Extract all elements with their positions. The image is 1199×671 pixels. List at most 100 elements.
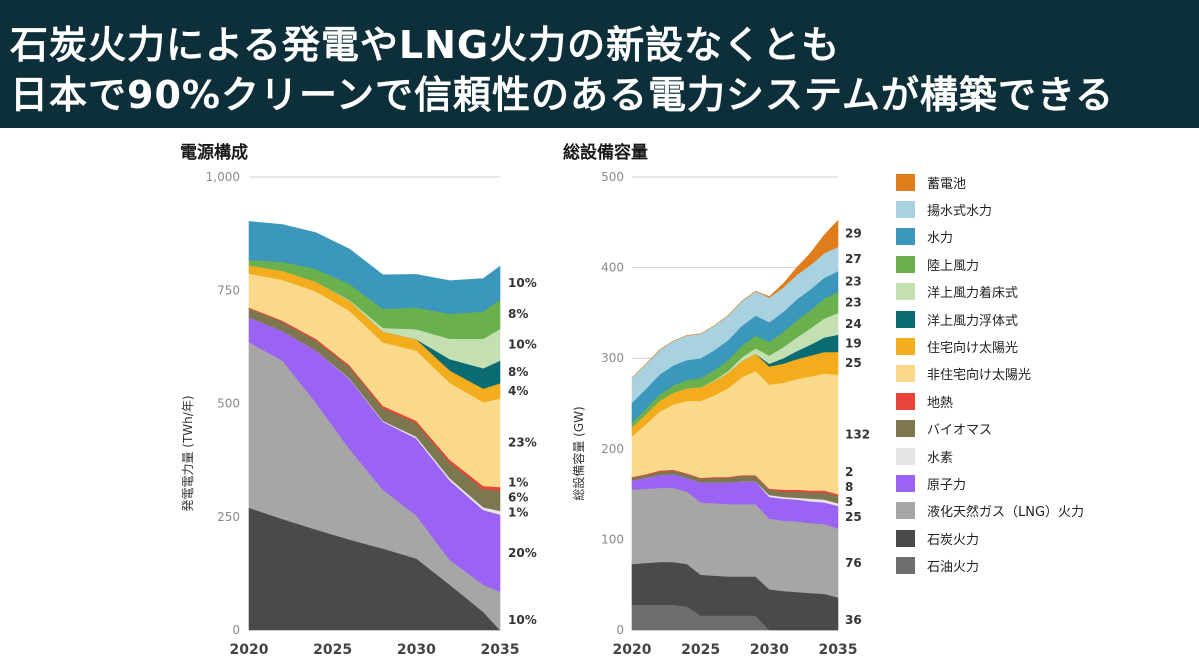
end-label-biomass: 8	[845, 480, 853, 494]
legend-label: 陸上風力	[927, 258, 980, 274]
end-label-battery: 29	[845, 227, 862, 241]
end-label-hydro: 23	[845, 275, 862, 289]
legend-label: 住宅向け太陽光	[927, 340, 1019, 356]
legend-item-offshore_fixed: 洋上風力着床式	[896, 282, 1018, 302]
legend-label: 揚水式水力	[927, 203, 993, 219]
legend-swatch	[896, 529, 915, 547]
end-label-hydrogen: 3	[845, 495, 853, 509]
end-label-offshore_fixed: 10%	[508, 338, 537, 352]
x-tick-label: 2035	[819, 642, 858, 658]
legend-label: 液化天然ガス（LNG）火力	[927, 505, 1085, 521]
legend-swatch	[896, 365, 915, 383]
legend-swatch	[896, 228, 915, 246]
end-label-hydro: 10%	[508, 276, 537, 290]
end-label-nuclear: 25	[845, 510, 862, 524]
legend-label: 蓄電池	[927, 176, 967, 192]
legend-item-hydro: 水力	[896, 227, 953, 247]
end-label-lng: 76	[845, 556, 862, 570]
y-tick-label: 400	[601, 261, 624, 275]
y-tick-label: 250	[217, 510, 240, 524]
end-label-offshore_fixed: 24	[845, 317, 862, 331]
y-tick-label: 1,000	[206, 170, 240, 184]
end-label-oil: 36	[845, 613, 862, 627]
end-label-pumped_hydro: 27	[845, 252, 862, 266]
legend-item-nuclear: 原子力	[896, 473, 966, 493]
chart-generation: 0 250 500 750 1,000 2020 2025 2030 2035 発電電力量 (TW…	[181, 170, 537, 658]
legend-label: 水素	[927, 450, 954, 466]
y-tick-label: 100	[601, 532, 624, 546]
legend-swatch	[896, 200, 915, 218]
end-label-offshore_floating: 8%	[508, 365, 528, 379]
x-tick-label: 2020	[613, 642, 652, 658]
y-tick-label: 500	[217, 397, 240, 411]
y-tick-label: 200	[601, 442, 624, 456]
legend-item-offshore_floating: 洋上風力浮体式	[896, 309, 1018, 329]
y-tick-label: 750	[217, 283, 240, 297]
end-label-nuclear: 20%	[508, 546, 537, 560]
legend-item-nonres_solar: 非住宅向け太陽光	[896, 364, 1031, 384]
legend-item-battery: 蓄電池	[896, 172, 966, 192]
legend-swatch	[896, 447, 915, 465]
legend-item-onshore_wind: 陸上風力	[896, 254, 979, 274]
legend-label: 洋上風力浮体式	[927, 313, 1019, 329]
y-tick-label: 500	[601, 170, 624, 184]
y-tick-label: 0	[232, 623, 240, 637]
legend-item-geothermal: 地熱	[896, 391, 953, 411]
y-axis-label: 発電電力量 (TWh/年)	[181, 395, 195, 511]
legend-swatch	[896, 255, 915, 273]
area-hydro	[248, 221, 501, 315]
chart-title-generation: 電源構成	[180, 143, 248, 163]
legend-item-lng: 液化天然ガス（LNG）火力	[896, 501, 1084, 521]
end-label-nonres_solar: 23%	[508, 436, 537, 450]
legend-label: 原子力	[927, 477, 967, 493]
legend-swatch	[896, 337, 915, 355]
header-banner: 石炭火力による発電やLNG火力の新設なくとも 日本で90%クリーンで信頼性のある…	[0, 0, 1199, 128]
legend-item-biomass: バイオマス	[896, 419, 992, 439]
legend-swatch	[896, 474, 915, 492]
y-tick-label: 300	[601, 351, 624, 365]
legend-swatch	[896, 392, 915, 410]
legend-label: 非住宅向け太陽光	[927, 368, 1032, 384]
legend-item-coal: 石炭火力	[896, 528, 979, 548]
x-tick-label: 2025	[681, 642, 720, 658]
legend-swatch	[896, 283, 915, 301]
legend-swatch	[896, 557, 915, 575]
end-label-res_solar: 25	[845, 356, 862, 370]
legend-item-oil: 石油火力	[896, 556, 979, 576]
legend-label: 水力	[927, 231, 954, 247]
end-label-hydrogen: 1%	[508, 506, 528, 520]
legend-label: バイオマス	[927, 423, 993, 439]
chart-capacity: 0 100 200 300 400 500 2020 2025 2030 2035 総設備容量 (G…	[571, 170, 870, 658]
legend-item-pumped_hydro: 揚水式水力	[896, 199, 992, 219]
x-tick-label: 2030	[397, 642, 436, 658]
y-tick-label: 0	[616, 623, 624, 637]
legend-item-hydrogen: 水素	[896, 446, 953, 466]
chart-title-capacity: 総設備容量	[563, 143, 648, 163]
legend-swatch	[896, 173, 915, 191]
x-tick-label: 2030	[750, 642, 789, 658]
headline-line-2: 日本で90%クリーンで信頼性のある電力システムが構築できる	[10, 73, 1115, 117]
x-tick-label: 2020	[230, 642, 269, 658]
end-label-onshore_wind: 8%	[508, 307, 528, 321]
end-label-biomass: 6%	[508, 491, 528, 505]
legend-label: 石炭火力	[927, 532, 980, 548]
end-label-nonres_solar: 132	[845, 427, 870, 441]
end-label-geothermal: 2	[845, 465, 853, 479]
end-label-onshore_wind: 23	[845, 295, 862, 309]
area-battery	[631, 219, 839, 379]
x-tick-label: 2025	[313, 642, 352, 658]
legend-swatch	[896, 310, 915, 328]
legend-label: 地熱	[927, 395, 954, 411]
legend-swatch	[896, 502, 915, 520]
headline-line-1: 石炭火力による発電やLNG火力の新設なくとも	[10, 23, 841, 67]
legend-item-res_solar: 住宅向け太陽光	[896, 336, 1018, 356]
end-label-res_solar: 4%	[508, 384, 528, 398]
legend-label: 石油火力	[927, 560, 980, 576]
legend-swatch	[896, 420, 915, 438]
end-label-offshore_floating: 19	[845, 336, 862, 350]
end-label-coal: 10%	[508, 613, 537, 627]
y-axis-label: 総設備容量 (GW)	[571, 406, 586, 500]
end-label-geothermal: 1%	[508, 476, 528, 490]
x-tick-label: 2035	[481, 642, 520, 658]
